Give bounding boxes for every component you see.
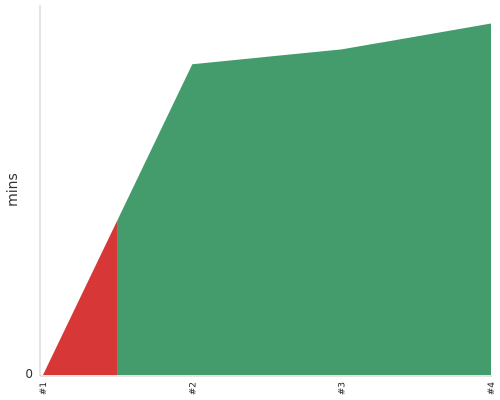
area-series-1 (43, 219, 118, 375)
x-ticks: #1 #2 #3 #4 (39, 382, 497, 396)
y-axis-label: mins (5, 173, 21, 207)
x-tick-label: #1 (39, 382, 49, 395)
y-tick-label: 0 (25, 367, 33, 381)
x-tick-label: #4 (487, 382, 497, 396)
x-tick-label: #3 (338, 382, 348, 395)
plot-areas (43, 23, 491, 375)
area-series-2 (117, 23, 491, 375)
x-tick-label: #2 (188, 382, 198, 395)
y-ticks: 0 (25, 367, 33, 381)
